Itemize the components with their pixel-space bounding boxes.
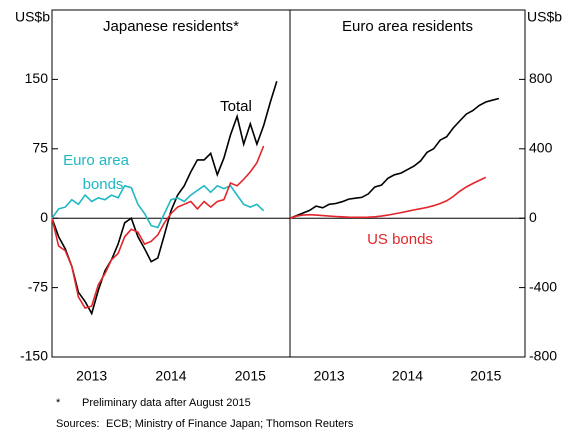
y-tick-label: 75 — [32, 140, 48, 156]
panel-title: Euro area residents — [342, 18, 473, 35]
y-axis-label: US$b — [527, 9, 562, 25]
y-axis-label: US$b — [15, 9, 50, 25]
sources-label: Sources: — [56, 418, 99, 430]
y-tick-label: 0 — [40, 209, 48, 225]
annotation: bonds — [83, 176, 124, 193]
sources: ECB; Ministry of Finance Japan; Thomson … — [106, 418, 354, 430]
y-tick-label: -800 — [529, 348, 557, 364]
x-tick-label: 2014 — [155, 368, 186, 384]
footnote-mark: * — [56, 397, 61, 409]
panel-title: Japanese residents* — [103, 18, 239, 35]
x-tick-label: 2015 — [235, 368, 266, 384]
line-series — [289, 97, 500, 219]
y-tick-label: 400 — [529, 140, 553, 156]
line-series — [289, 176, 487, 219]
plot-frame — [289, 9, 526, 358]
x-tick-label: 2014 — [392, 368, 423, 384]
y-tick-label: -75 — [28, 278, 48, 294]
annotation: US bonds — [367, 231, 433, 248]
y-tick-label: -150 — [20, 348, 48, 364]
annotation: Euro area — [63, 152, 130, 169]
footnote: Preliminary data after August 2015 — [82, 397, 251, 409]
x-tick-label: 2015 — [470, 368, 501, 384]
line-series — [51, 81, 278, 316]
y-tick-label: -400 — [529, 278, 557, 294]
y-tick-label: 150 — [25, 70, 49, 86]
annotation: Total — [220, 98, 252, 115]
line-series — [51, 145, 265, 309]
x-tick-label: 2013 — [314, 368, 345, 384]
y-tick-label: 800 — [529, 70, 553, 86]
y-tick-label: 0 — [529, 209, 537, 225]
x-tick-label: 2013 — [76, 368, 107, 384]
